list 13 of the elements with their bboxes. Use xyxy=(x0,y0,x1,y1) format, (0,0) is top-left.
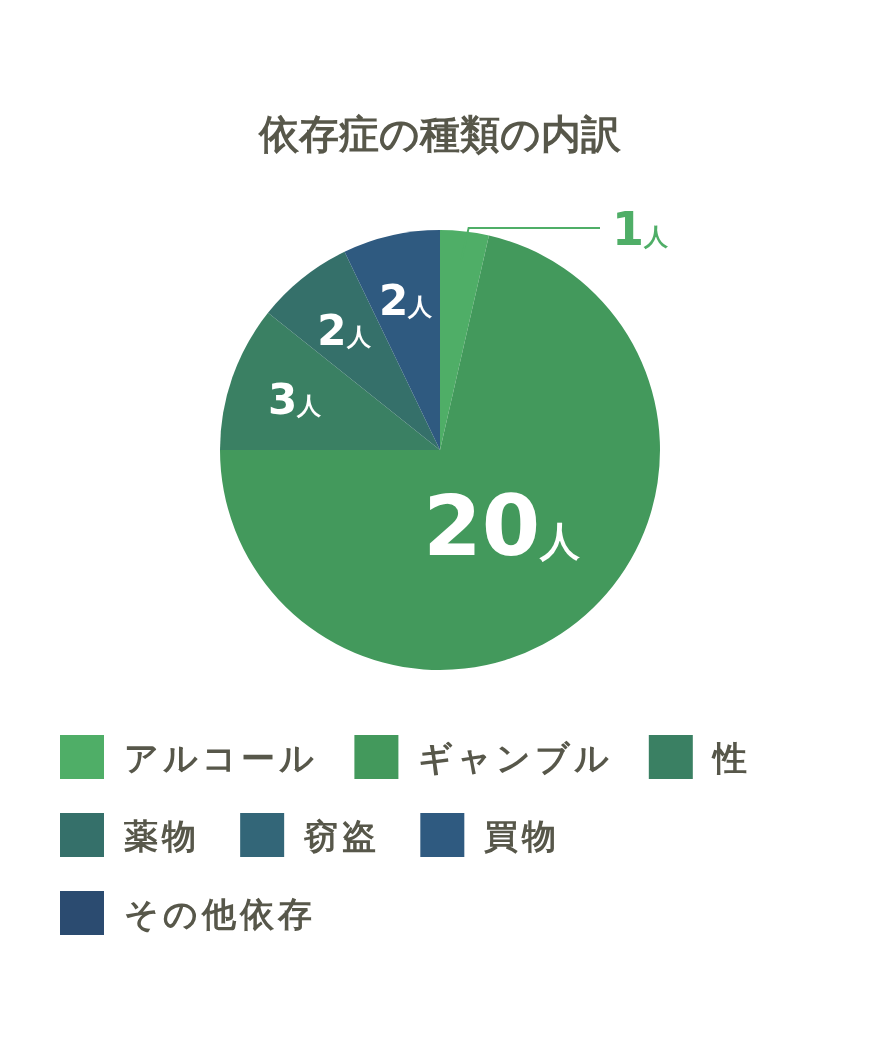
legend-label: ギャンブル xyxy=(418,738,614,778)
legend-label: その他依存 xyxy=(124,894,316,934)
legend-label: 性 xyxy=(710,738,751,778)
legend-label: 窃盗 xyxy=(303,816,381,856)
chart-title: 依存症の種類の内訳 xyxy=(257,111,622,157)
data-label: 3人 xyxy=(268,375,323,425)
data-label: 2人 xyxy=(379,275,434,325)
data-label: 1人 xyxy=(612,202,670,256)
legend-label: アルコール xyxy=(124,738,318,778)
legend-label: 買物 xyxy=(484,816,561,856)
legend-label: 薬物 xyxy=(124,816,200,856)
data-label: 20人 xyxy=(423,477,582,576)
data-label: 2人 xyxy=(317,305,372,355)
